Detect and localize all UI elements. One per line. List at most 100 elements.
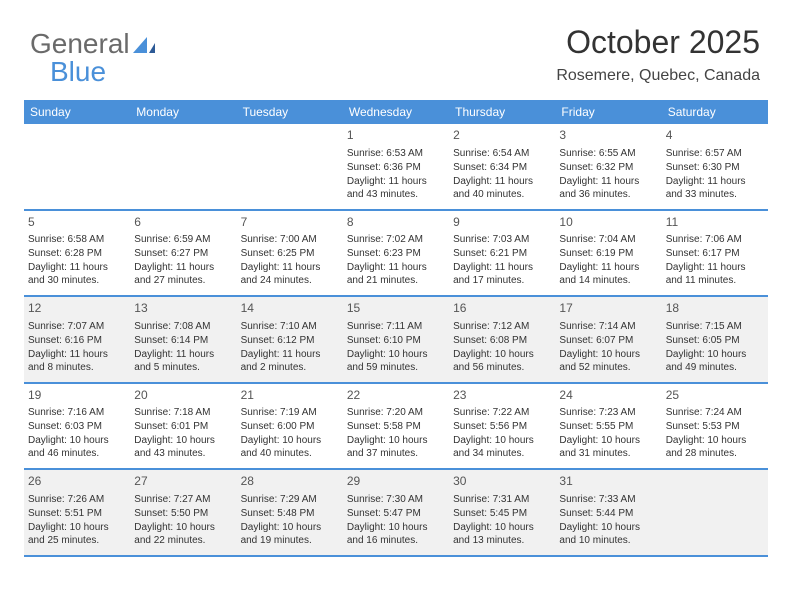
weekday-header: Monday xyxy=(130,100,236,124)
sunrise-text: Sunrise: 7:03 AM xyxy=(453,233,551,246)
sunrise-text: Sunrise: 7:00 AM xyxy=(241,233,339,246)
sunset-text: Sunset: 6:25 PM xyxy=(241,247,339,260)
sunset-text: Sunset: 6:21 PM xyxy=(453,247,551,260)
day-cell: 30Sunrise: 7:31 AMSunset: 5:45 PMDayligh… xyxy=(449,470,555,555)
day-number: 10 xyxy=(559,215,657,231)
sunset-text: Sunset: 6:05 PM xyxy=(666,334,764,347)
week-row: 1Sunrise: 6:53 AMSunset: 6:36 PMDaylight… xyxy=(24,124,768,211)
daylight-text: Daylight: 10 hours and 22 minutes. xyxy=(134,521,232,547)
sunset-text: Sunset: 5:51 PM xyxy=(28,507,126,520)
day-number: 25 xyxy=(666,388,764,404)
page-title: October 2025 xyxy=(556,24,760,61)
day-number: 17 xyxy=(559,301,657,317)
daylight-text: Daylight: 10 hours and 49 minutes. xyxy=(666,348,764,374)
day-number: 19 xyxy=(28,388,126,404)
day-cell: 2Sunrise: 6:54 AMSunset: 6:34 PMDaylight… xyxy=(449,124,555,209)
daylight-text: Daylight: 10 hours and 40 minutes. xyxy=(241,434,339,460)
day-number: 18 xyxy=(666,301,764,317)
day-cell xyxy=(130,124,236,209)
daylight-text: Daylight: 10 hours and 56 minutes. xyxy=(453,348,551,374)
sunrise-text: Sunrise: 7:08 AM xyxy=(134,320,232,333)
sunset-text: Sunset: 5:47 PM xyxy=(347,507,445,520)
day-number: 29 xyxy=(347,474,445,490)
sunset-text: Sunset: 6:34 PM xyxy=(453,161,551,174)
day-cell xyxy=(24,124,130,209)
day-cell: 16Sunrise: 7:12 AMSunset: 6:08 PMDayligh… xyxy=(449,297,555,382)
sunset-text: Sunset: 6:16 PM xyxy=(28,334,126,347)
daylight-text: Daylight: 10 hours and 34 minutes. xyxy=(453,434,551,460)
location-text: Rosemere, Quebec, Canada xyxy=(556,67,760,85)
sunset-text: Sunset: 5:44 PM xyxy=(559,507,657,520)
day-number: 11 xyxy=(666,215,764,231)
sunrise-text: Sunrise: 7:23 AM xyxy=(559,406,657,419)
sunrise-text: Sunrise: 7:24 AM xyxy=(666,406,764,419)
day-cell: 13Sunrise: 7:08 AMSunset: 6:14 PMDayligh… xyxy=(130,297,236,382)
day-number: 22 xyxy=(347,388,445,404)
daylight-text: Daylight: 10 hours and 52 minutes. xyxy=(559,348,657,374)
sunset-text: Sunset: 6:28 PM xyxy=(28,247,126,260)
day-cell: 5Sunrise: 6:58 AMSunset: 6:28 PMDaylight… xyxy=(24,211,130,296)
sunset-text: Sunset: 6:14 PM xyxy=(134,334,232,347)
sunset-text: Sunset: 6:00 PM xyxy=(241,420,339,433)
logo-sail-icon xyxy=(133,28,155,46)
daylight-text: Daylight: 11 hours and 14 minutes. xyxy=(559,261,657,287)
day-cell: 21 Sunrise: 7:19 AMSunset: 6:00 PMDayligh… xyxy=(237,384,343,469)
day-cell: 31Sunrise: 7:33 AMSunset: 5:44 PMDayligh… xyxy=(555,470,661,555)
sunset-text: Sunset: 6:27 PM xyxy=(134,247,232,260)
sunrise-text: Sunrise: 7:18 AM xyxy=(134,406,232,419)
daylight-text: Daylight: 10 hours and 25 minutes. xyxy=(28,521,126,547)
week-row: 5Sunrise: 6:58 AMSunset: 6:28 PMDaylight… xyxy=(24,211,768,298)
day-cell: 10 Sunrise: 7:04 AMSunset: 6:19 PMDayligh… xyxy=(555,211,661,296)
day-cell: 3Sunrise: 6:55 AMSunset: 6:32 PMDaylight… xyxy=(555,124,661,209)
sunset-text: Sunset: 5:48 PM xyxy=(241,507,339,520)
sunrise-text: Sunrise: 7:16 AM xyxy=(28,406,126,419)
sunset-text: Sunset: 5:45 PM xyxy=(453,507,551,520)
weekday-header: Thursday xyxy=(449,100,555,124)
day-cell: 18 Sunrise: 7:15 AMSunset: 6:05 PMDayligh… xyxy=(662,297,768,382)
sunrise-text: Sunrise: 7:26 AM xyxy=(28,493,126,506)
sunrise-text: Sunrise: 7:19 AM xyxy=(241,406,339,419)
daylight-text: Daylight: 11 hours and 30 minutes. xyxy=(28,261,126,287)
sunrise-text: Sunrise: 7:04 AM xyxy=(559,233,657,246)
sunrise-text: Sunrise: 7:29 AM xyxy=(241,493,339,506)
daylight-text: Daylight: 11 hours and 17 minutes. xyxy=(453,261,551,287)
daylight-text: Daylight: 10 hours and 37 minutes. xyxy=(347,434,445,460)
sunrise-text: Sunrise: 7:20 AM xyxy=(347,406,445,419)
sunrise-text: Sunrise: 7:02 AM xyxy=(347,233,445,246)
sunset-text: Sunset: 6:30 PM xyxy=(666,161,764,174)
day-number: 14 xyxy=(241,301,339,317)
weekday-header: Tuesday xyxy=(237,100,343,124)
sunset-text: Sunset: 6:19 PM xyxy=(559,247,657,260)
sunrise-text: Sunrise: 7:33 AM xyxy=(559,493,657,506)
day-number: 21 xyxy=(241,388,339,404)
sunrise-text: Sunrise: 6:55 AM xyxy=(559,147,657,160)
day-cell: 22Sunrise: 7:20 AMSunset: 5:58 PMDayligh… xyxy=(343,384,449,469)
sunset-text: Sunset: 6:01 PM xyxy=(134,420,232,433)
day-cell: 26Sunrise: 7:26 AMSunset: 5:51 PMDayligh… xyxy=(24,470,130,555)
day-cell: 24Sunrise: 7:23 AMSunset: 5:55 PMDayligh… xyxy=(555,384,661,469)
sunrise-text: Sunrise: 7:11 AM xyxy=(347,320,445,333)
day-number: 23 xyxy=(453,388,551,404)
day-number: 24 xyxy=(559,388,657,404)
day-number: 3 xyxy=(559,128,657,144)
sunrise-text: Sunrise: 7:15 AM xyxy=(666,320,764,333)
day-cell: 11Sunrise: 7:06 AMSunset: 6:17 PMDayligh… xyxy=(662,211,768,296)
weekday-header-row: SundayMondayTuesdayWednesdayThursdayFrid… xyxy=(24,100,768,124)
sunrise-text: Sunrise: 7:10 AM xyxy=(241,320,339,333)
weekday-header: Sunday xyxy=(24,100,130,124)
day-number: 15 xyxy=(347,301,445,317)
weekday-header: Saturday xyxy=(662,100,768,124)
daylight-text: Daylight: 10 hours and 43 minutes. xyxy=(134,434,232,460)
sunset-text: Sunset: 6:10 PM xyxy=(347,334,445,347)
day-cell: 15Sunrise: 7:11 AMSunset: 6:10 PMDayligh… xyxy=(343,297,449,382)
sunset-text: Sunset: 5:50 PM xyxy=(134,507,232,520)
day-number: 12 xyxy=(28,301,126,317)
sunrise-text: Sunrise: 7:07 AM xyxy=(28,320,126,333)
day-cell: 7Sunrise: 7:00 AMSunset: 6:25 PMDaylight… xyxy=(237,211,343,296)
day-cell: 6Sunrise: 6:59 AMSunset: 6:27 PMDaylight… xyxy=(130,211,236,296)
sunrise-text: Sunrise: 6:58 AM xyxy=(28,233,126,246)
daylight-text: Daylight: 10 hours and 46 minutes. xyxy=(28,434,126,460)
day-cell: 19Sunrise: 7:16 AMSunset: 6:03 PMDayligh… xyxy=(24,384,130,469)
sunrise-text: Sunrise: 6:59 AM xyxy=(134,233,232,246)
daylight-text: Daylight: 11 hours and 36 minutes. xyxy=(559,175,657,201)
